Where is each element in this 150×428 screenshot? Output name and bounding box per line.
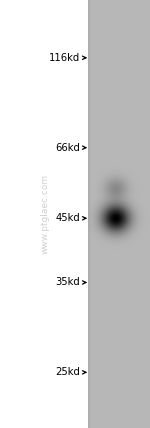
Text: 66kd: 66kd <box>55 143 80 153</box>
Text: 116kd: 116kd <box>49 53 80 63</box>
Text: 35kd: 35kd <box>56 277 80 288</box>
Text: www.ptglaec.com: www.ptglaec.com <box>40 174 50 254</box>
Text: 45kd: 45kd <box>56 213 80 223</box>
Text: 25kd: 25kd <box>55 367 80 377</box>
